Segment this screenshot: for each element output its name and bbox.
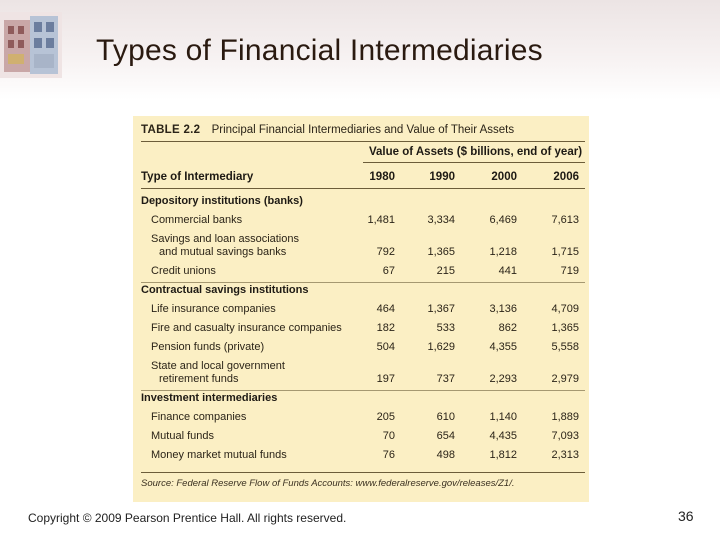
asset-value: 719 <box>560 265 579 277</box>
asset-value: 1,812 <box>489 449 517 461</box>
asset-value: 737 <box>436 373 455 385</box>
asset-value: 1,715 <box>551 246 579 258</box>
asset-value: 197 <box>376 373 395 385</box>
asset-value: 6,469 <box>489 214 517 226</box>
table-caption-text: Principal Financial Intermediaries and V… <box>211 124 515 136</box>
year-header: 2006 <box>553 171 579 183</box>
assets-table: TABLE 2.2 Principal Financial Intermedia… <box>133 116 589 502</box>
asset-value: 1,365 <box>427 246 455 258</box>
asset-value: 2,979 <box>551 373 579 385</box>
asset-value: 1,367 <box>427 303 455 315</box>
row-label: Mutual funds <box>151 430 214 442</box>
asset-value: 464 <box>376 303 395 315</box>
row-label: Money market mutual funds <box>151 449 287 461</box>
slide-title: Types of Financial Intermediaries <box>96 34 543 67</box>
value-header: Value of Assets ($ billions, end of year… <box>369 146 583 158</box>
asset-value: 2,313 <box>551 449 579 461</box>
page-number: 36 <box>678 508 694 524</box>
asset-value: 4,709 <box>551 303 579 315</box>
asset-value: 215 <box>436 265 455 277</box>
asset-value: 862 <box>498 322 517 334</box>
type-header: Type of Intermediary <box>141 171 254 183</box>
asset-value: 2,293 <box>489 373 517 385</box>
asset-value: 1,889 <box>551 411 579 423</box>
row-label: Fire and casualty insurance companies <box>151 322 342 334</box>
asset-value: 5,558 <box>551 341 579 353</box>
title-band <box>0 0 720 100</box>
value-header-rule <box>363 162 585 163</box>
asset-value: 3,136 <box>489 303 517 315</box>
table-number: TABLE 2.2 <box>141 124 201 136</box>
asset-value: 504 <box>376 341 395 353</box>
asset-value: 3,334 <box>427 214 455 226</box>
year-header: 1980 <box>369 171 395 183</box>
bottom-rule <box>141 472 585 473</box>
header-rule <box>141 188 585 189</box>
year-header: 1990 <box>429 171 455 183</box>
copyright-notice: Copyright © 2009 Pearson Prentice Hall. … <box>28 511 347 525</box>
row-label: and mutual savings banks <box>159 246 287 258</box>
asset-value: 654 <box>436 430 455 442</box>
asset-value: 7,093 <box>551 430 579 442</box>
category-heading: Contractual savings institutions <box>141 284 309 296</box>
asset-value: 533 <box>436 322 455 334</box>
row-label: Commercial banks <box>151 214 243 226</box>
asset-value: 205 <box>376 411 395 423</box>
asset-value: 76 <box>382 449 395 461</box>
asset-value: 610 <box>436 411 455 423</box>
category-heading: Depository institutions (banks) <box>141 195 303 207</box>
asset-value: 67 <box>382 265 395 277</box>
asset-value: 4,435 <box>489 430 517 442</box>
asset-value: 441 <box>498 265 517 277</box>
top-rule <box>141 141 585 142</box>
table-caption: TABLE 2.2 Principal Financial Intermedia… <box>141 124 514 136</box>
row-label: Credit unions <box>151 265 216 277</box>
asset-value: 1,218 <box>489 246 517 258</box>
category-rule <box>141 390 585 391</box>
table-source: Source: Federal Reserve Flow of Funds Ac… <box>141 478 515 489</box>
asset-value: 1,629 <box>427 341 455 353</box>
asset-value: 182 <box>376 322 395 334</box>
row-label: State and local government <box>151 360 285 372</box>
category-rule <box>141 282 585 283</box>
row-label: retirement funds <box>159 373 239 385</box>
category-heading: Investment intermediaries <box>141 392 278 404</box>
row-label: Life insurance companies <box>151 303 276 315</box>
asset-value: 4,355 <box>489 341 517 353</box>
year-header: 2000 <box>491 171 517 183</box>
asset-value: 1,481 <box>367 214 395 226</box>
row-label: Savings and loan associations <box>151 233 299 245</box>
asset-value: 1,365 <box>551 322 579 334</box>
row-label: Finance companies <box>151 411 247 423</box>
asset-value: 7,613 <box>551 214 579 226</box>
building-logo-icon <box>0 12 62 78</box>
asset-value: 1,140 <box>489 411 517 423</box>
row-label: Pension funds (private) <box>151 341 265 353</box>
asset-value: 498 <box>436 449 455 461</box>
asset-value: 70 <box>382 430 395 442</box>
asset-value: 792 <box>376 246 395 258</box>
